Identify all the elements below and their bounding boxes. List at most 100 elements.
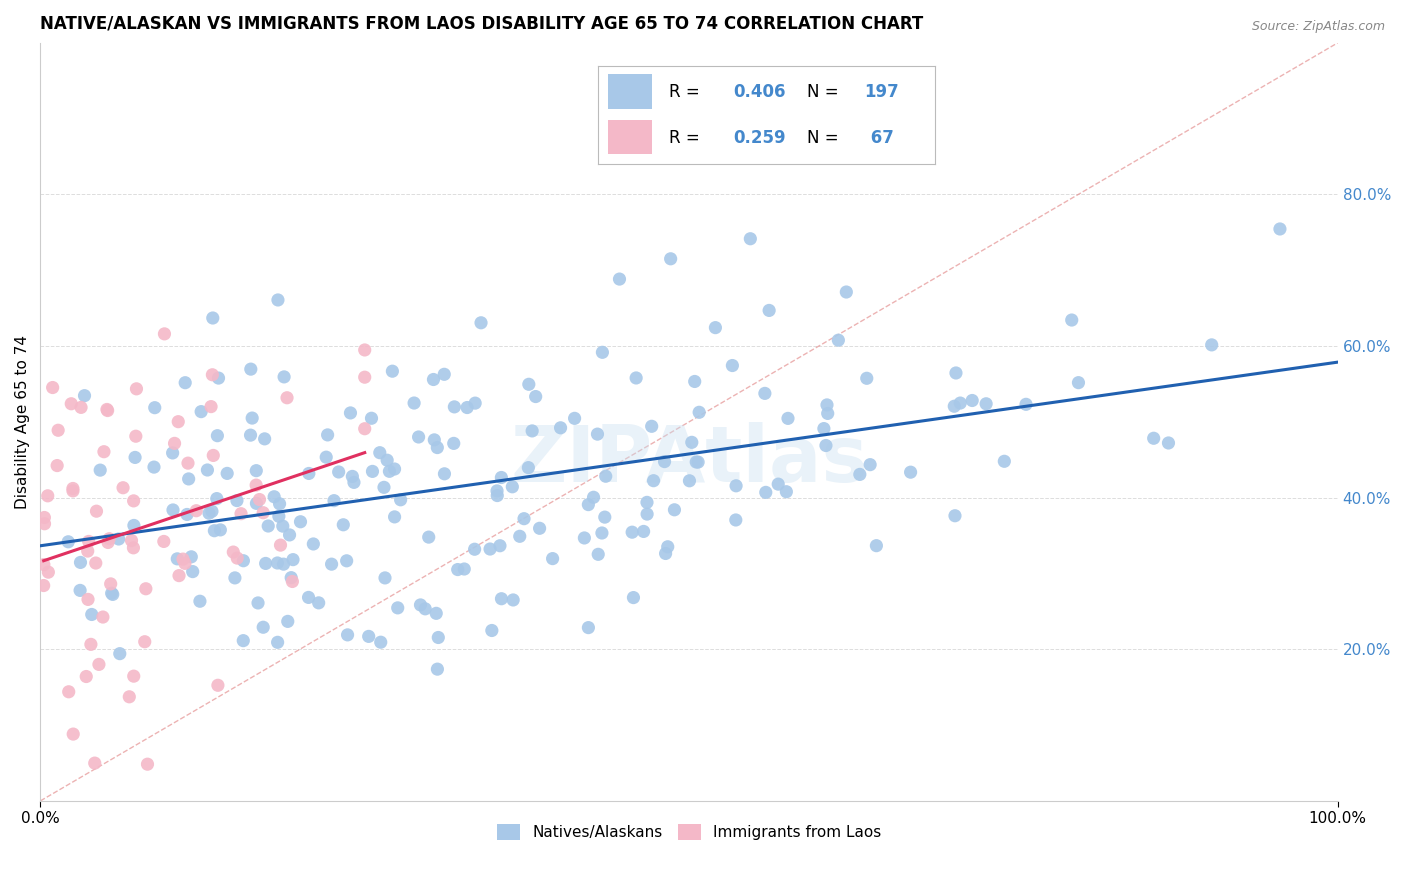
Natives/Alaskans <box>643 474 665 488</box>
Natives/Alaskans <box>143 401 166 415</box>
Natives/Alaskans <box>943 508 966 523</box>
Natives/Alaskans <box>176 508 198 522</box>
Immigrants from Laos <box>153 534 176 549</box>
Natives/Alaskans <box>343 475 366 490</box>
Natives/Alaskans <box>257 519 280 533</box>
Natives/Alaskans <box>489 539 512 553</box>
Immigrants from Laos <box>98 532 121 546</box>
Natives/Alaskans <box>486 483 509 498</box>
Natives/Alaskans <box>269 497 291 511</box>
Immigrants from Laos <box>163 436 186 450</box>
Natives/Alaskans <box>101 587 124 601</box>
Natives/Alaskans <box>865 539 887 553</box>
Immigrants from Laos <box>281 574 304 589</box>
Natives/Alaskans <box>239 362 262 376</box>
Y-axis label: Disability Age 65 to 74: Disability Age 65 to 74 <box>15 334 30 508</box>
Immigrants from Laos <box>249 492 271 507</box>
Immigrants from Laos <box>62 483 84 498</box>
Immigrants from Laos <box>270 538 292 552</box>
Natives/Alaskans <box>464 396 486 410</box>
Natives/Alaskans <box>636 507 658 521</box>
Natives/Alaskans <box>464 542 486 557</box>
Natives/Alaskans <box>69 556 91 570</box>
Immigrants from Laos <box>62 482 84 496</box>
Immigrants from Laos <box>62 727 84 741</box>
Immigrants from Laos <box>58 685 80 699</box>
Natives/Alaskans <box>209 523 232 537</box>
Immigrants from Laos <box>97 403 120 417</box>
Natives/Alaskans <box>266 556 288 570</box>
Natives/Alaskans <box>817 406 839 420</box>
Natives/Alaskans <box>177 472 200 486</box>
Natives/Alaskans <box>89 463 111 477</box>
Immigrants from Laos <box>100 577 122 591</box>
Natives/Alaskans <box>815 398 838 412</box>
Immigrants from Laos <box>41 380 63 394</box>
Natives/Alaskans <box>323 493 346 508</box>
Immigrants from Laos <box>37 565 59 579</box>
Immigrants from Laos <box>122 669 145 683</box>
Natives/Alaskans <box>593 510 616 524</box>
Natives/Alaskans <box>254 557 277 571</box>
Immigrants from Laos <box>84 556 107 570</box>
Natives/Alaskans <box>586 427 609 442</box>
Natives/Alaskans <box>302 537 325 551</box>
Natives/Alaskans <box>100 586 122 600</box>
Natives/Alaskans <box>188 594 211 608</box>
Text: NATIVE/ALASKAN VS IMMIGRANTS FROM LAOS DISABILITY AGE 65 TO 74 CORRELATION CHART: NATIVE/ALASKAN VS IMMIGRANTS FROM LAOS D… <box>41 15 924 33</box>
Natives/Alaskans <box>582 490 605 504</box>
Natives/Alaskans <box>633 524 655 539</box>
Natives/Alaskans <box>342 469 364 483</box>
Natives/Alaskans <box>654 546 676 560</box>
Natives/Alaskans <box>574 531 596 545</box>
Natives/Alaskans <box>683 375 706 389</box>
Natives/Alaskans <box>308 596 330 610</box>
Natives/Alaskans <box>776 411 799 425</box>
Immigrants from Laos <box>60 397 83 411</box>
Natives/Alaskans <box>180 549 202 564</box>
Legend: Natives/Alaskans, Immigrants from Laos: Natives/Alaskans, Immigrants from Laos <box>491 818 887 847</box>
Natives/Alaskans <box>232 633 254 648</box>
Natives/Alaskans <box>201 504 224 518</box>
Natives/Alaskans <box>247 596 270 610</box>
Immigrants from Laos <box>276 391 298 405</box>
Immigrants from Laos <box>222 545 245 559</box>
Natives/Alaskans <box>827 333 849 347</box>
Natives/Alaskans <box>423 433 446 447</box>
Natives/Alaskans <box>859 458 882 472</box>
Natives/Alaskans <box>174 376 197 390</box>
Natives/Alaskans <box>373 480 395 494</box>
Natives/Alaskans <box>370 635 392 649</box>
Natives/Alaskans <box>586 547 609 561</box>
Natives/Alaskans <box>368 446 391 460</box>
Natives/Alaskans <box>198 506 221 520</box>
Immigrants from Laos <box>87 657 110 672</box>
Natives/Alaskans <box>993 454 1015 468</box>
Natives/Alaskans <box>550 421 572 435</box>
Natives/Alaskans <box>281 552 304 566</box>
Natives/Alaskans <box>378 464 401 478</box>
Immigrants from Laos <box>75 669 97 683</box>
Natives/Alaskans <box>245 496 267 510</box>
Immigrants from Laos <box>174 557 197 571</box>
Natives/Alaskans <box>1268 222 1291 236</box>
Natives/Alaskans <box>426 662 449 676</box>
Natives/Alaskans <box>277 615 299 629</box>
Natives/Alaskans <box>375 453 398 467</box>
Immigrants from Laos <box>121 533 143 548</box>
Natives/Alaskans <box>591 345 613 359</box>
Natives/Alaskans <box>336 628 359 642</box>
Natives/Alaskans <box>724 513 747 527</box>
Natives/Alaskans <box>517 377 540 392</box>
Natives/Alaskans <box>641 419 664 434</box>
Natives/Alaskans <box>960 393 983 408</box>
Natives/Alaskans <box>501 480 523 494</box>
Immigrants from Laos <box>86 504 108 518</box>
Natives/Alaskans <box>447 563 470 577</box>
Natives/Alaskans <box>855 371 877 385</box>
Natives/Alaskans <box>290 515 312 529</box>
Natives/Alaskans <box>443 436 465 450</box>
Natives/Alaskans <box>181 565 204 579</box>
Natives/Alaskans <box>513 511 536 525</box>
Natives/Alaskans <box>381 364 404 378</box>
